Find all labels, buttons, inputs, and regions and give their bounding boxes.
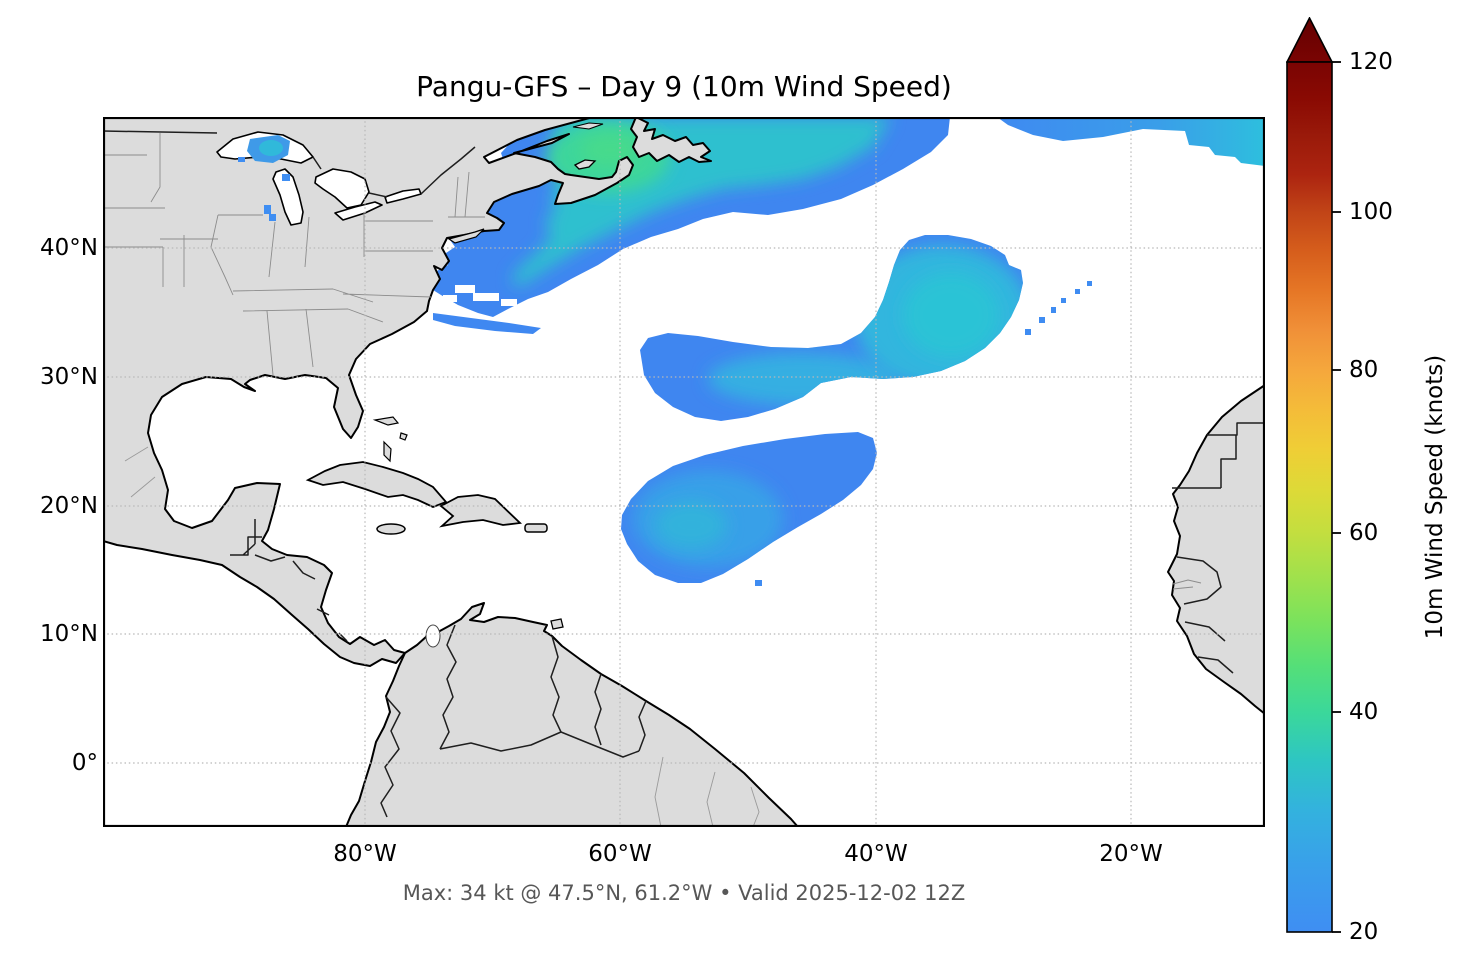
- wind-region-coastal-streak: [433, 313, 541, 334]
- colorbar-bar: [1286, 61, 1333, 933]
- trinidad-island: [550, 618, 564, 630]
- lat-tick-40n: 40°N: [40, 235, 98, 261]
- lon-tick-80w: 80°W: [333, 841, 397, 867]
- lon-tick-60w: 60°W: [588, 841, 652, 867]
- land-layer: [103, 117, 1265, 827]
- colorbar-extend-arrow: [1285, 16, 1334, 63]
- puerto-rico-island: [524, 523, 548, 533]
- cbar-tick-60: 60: [1349, 520, 1379, 546]
- colorbar: [1285, 16, 1466, 957]
- africa-landmass: [1167, 384, 1265, 715]
- lat-tick-20n: 20°N: [40, 493, 98, 519]
- wind-specks-central: [1025, 281, 1092, 335]
- brazil-state-borders: [654, 756, 760, 827]
- long-island: [447, 228, 485, 244]
- bahamas-islands: [372, 416, 408, 463]
- cbar-tick-80: 80: [1349, 357, 1379, 383]
- lon-tick-40w: 40°W: [844, 841, 908, 867]
- colorbar-axis-label: 10m Wind Speed (knots): [1422, 354, 1448, 640]
- wind-speck-subtropical: [755, 580, 762, 586]
- colorbar-svg: [1285, 16, 1341, 933]
- prince-edward-island: [573, 159, 597, 170]
- mexico-state-borders: [124, 446, 156, 498]
- hispaniola-island: [439, 494, 522, 528]
- wind-region-top-right-band: [997, 117, 1265, 166]
- jamaica-island: [376, 523, 406, 535]
- map-axes: [103, 117, 1265, 827]
- lat-tick-0: 0°: [71, 750, 98, 776]
- country-borders: [103, 130, 1265, 818]
- cuba-island: [305, 461, 448, 508]
- cbar-tick-40: 40: [1349, 699, 1379, 725]
- cbar-tick-120: 120: [1349, 49, 1393, 75]
- south-america-landmass: [345, 602, 799, 827]
- wind-region-holes: [443, 285, 517, 306]
- colorbar-ticks: [1332, 61, 1341, 933]
- anticosti-island: [572, 122, 604, 130]
- plot-title: Pangu-GFS – Day 9 (10m Wind Speed): [416, 70, 952, 103]
- newfoundland-island: [630, 117, 712, 163]
- cbar-tick-100: 100: [1349, 199, 1393, 225]
- north-america-landmass: [103, 117, 634, 667]
- lat-tick-10n: 10°N: [40, 621, 98, 647]
- wind-region-lake-superior: [238, 135, 290, 221]
- cbar-tick-20: 20: [1349, 919, 1379, 945]
- gridlines: [103, 117, 1265, 827]
- lake-michigan: [272, 168, 304, 226]
- axes-frame: [103, 117, 1265, 827]
- lon-tick-20w: 20°W: [1099, 841, 1163, 867]
- lat-tick-30n: 30°N: [40, 364, 98, 390]
- gambia-river: [1172, 579, 1202, 590]
- caption: Max: 34 kt @ 47.5°N, 61.2°W • Valid 2025…: [402, 881, 966, 905]
- lake-erie: [334, 201, 383, 221]
- map-svg: [103, 117, 1265, 827]
- lake-maracaibo: [425, 624, 441, 648]
